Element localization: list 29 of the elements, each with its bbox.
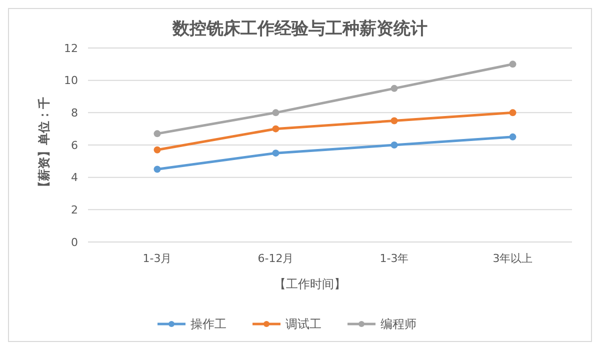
point	[509, 60, 516, 68]
y-tick-label: 0	[71, 236, 78, 249]
point	[509, 133, 516, 140]
point	[272, 125, 280, 132]
point	[390, 142, 398, 148]
y-tick-label: 12	[64, 42, 78, 55]
y-axis-title: 【薪资】单位：千	[37, 97, 51, 193]
point	[390, 117, 398, 124]
x-tick-label: 1-3年	[380, 252, 409, 265]
x-tick-label: 6-12月	[258, 252, 294, 265]
x-tick-label: 3年以上	[492, 252, 533, 265]
y-tick-label: 10	[64, 74, 78, 88]
legend-label: 编程师	[380, 317, 416, 332]
point	[154, 146, 161, 154]
y-tick-label: 2	[71, 204, 78, 217]
y-tick-label: 8	[71, 106, 78, 120]
point	[272, 150, 280, 157]
point	[272, 109, 280, 116]
chart-title: 数控铣床工作经验与工种薪资统计	[172, 19, 428, 39]
point	[154, 130, 161, 138]
point	[154, 166, 161, 173]
point	[390, 84, 398, 92]
y-tick-label: 6	[71, 138, 78, 152]
legend-label: 操作工	[190, 317, 226, 332]
x-tick-label: 1-3月	[142, 252, 172, 265]
point	[509, 109, 516, 116]
y-tick-label: 4	[71, 171, 78, 184]
x-axis-title: 【工作时间】	[274, 277, 346, 291]
legend-label: 调试工	[286, 317, 322, 332]
